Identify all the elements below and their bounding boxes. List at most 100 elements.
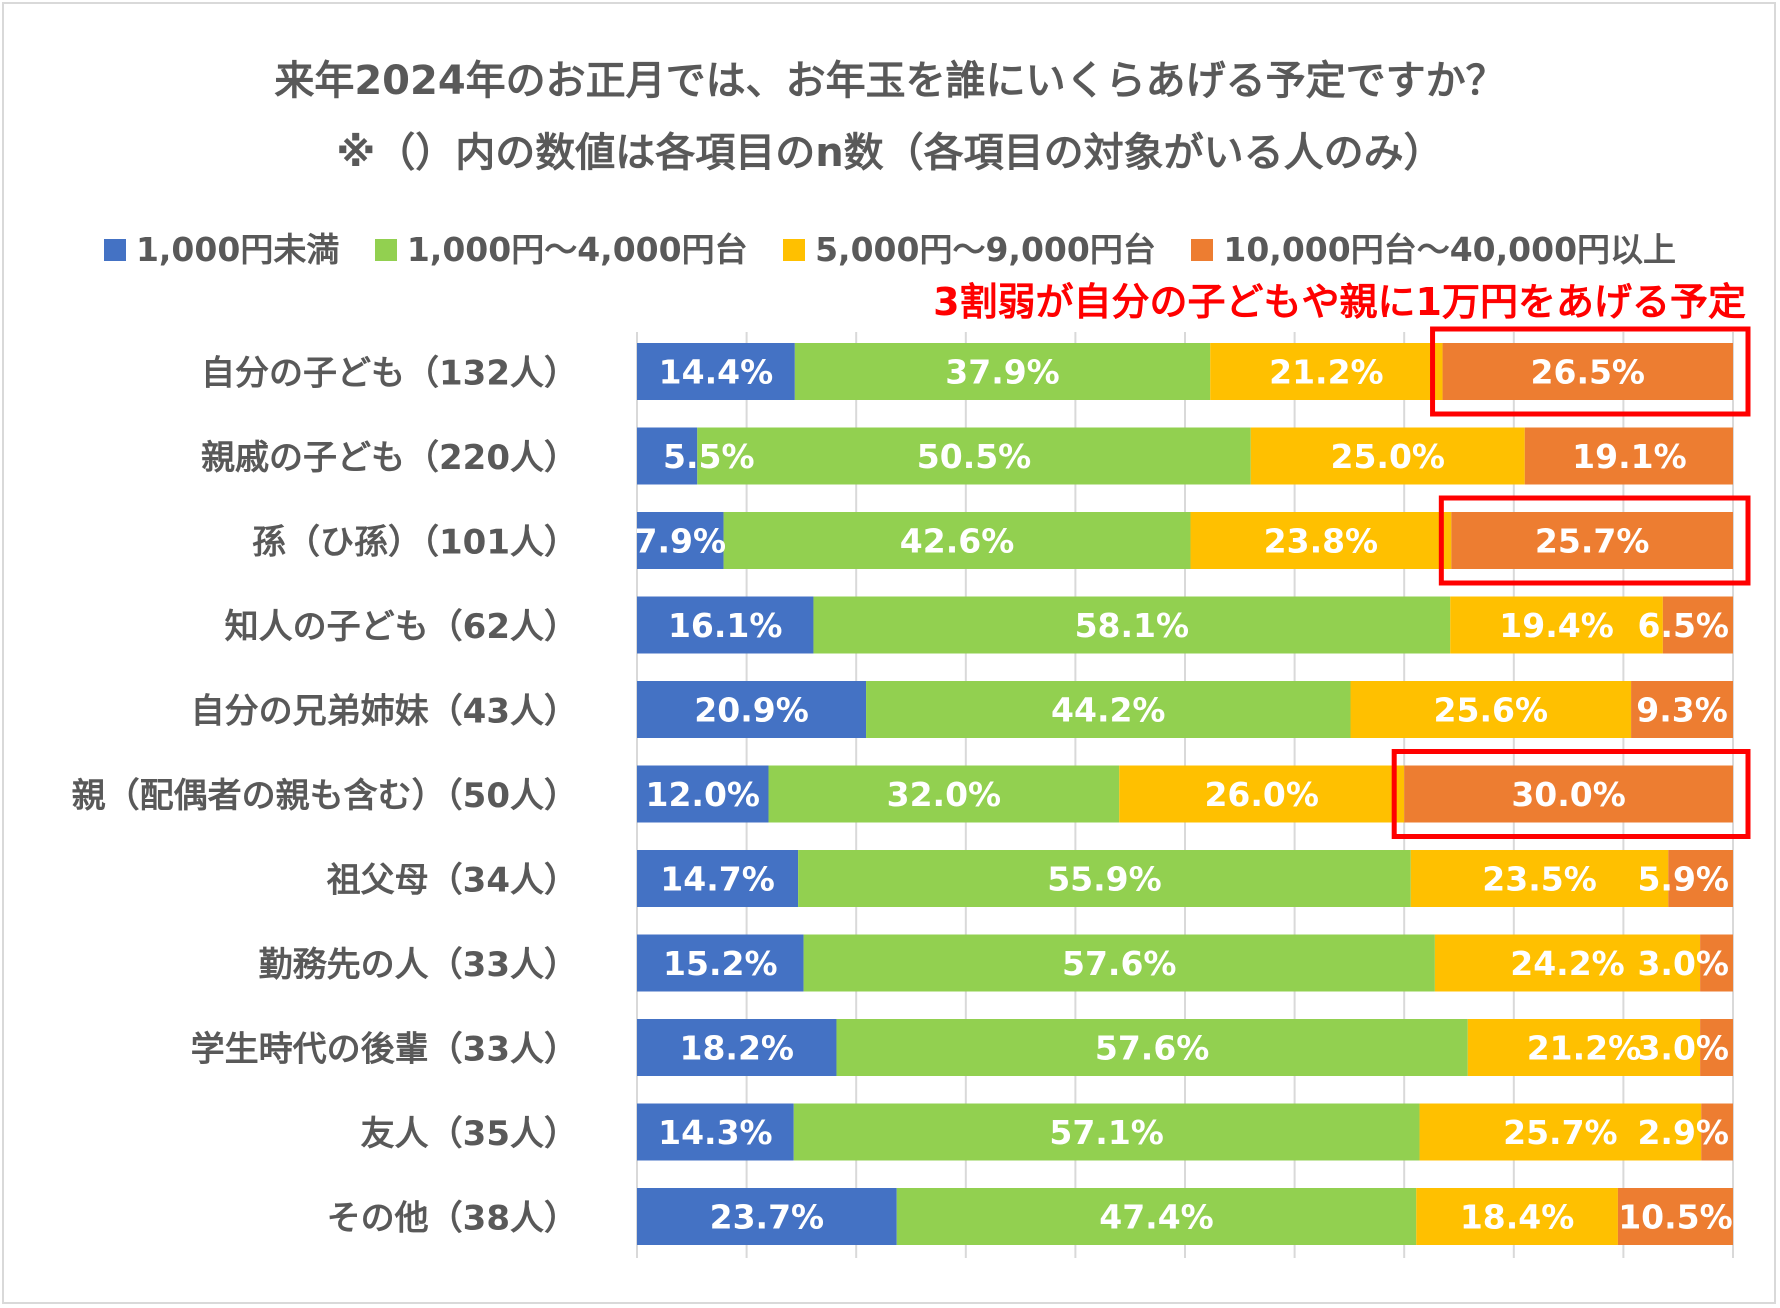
data-label: 20.9% xyxy=(694,691,809,730)
bar-segment xyxy=(1404,765,1733,823)
data-label: 5.9% xyxy=(1637,860,1729,899)
bar-segment xyxy=(1442,343,1733,400)
data-label: 6.5% xyxy=(1637,606,1729,645)
category-label: 勤務先の人（33人） xyxy=(259,945,578,985)
bar-segment xyxy=(768,765,1120,823)
category-label: 孫（ひ孫）（101人） xyxy=(252,523,578,563)
data-label: 57.6% xyxy=(1095,1029,1210,1068)
bar-segment xyxy=(836,1019,1468,1076)
data-label: 9.3% xyxy=(1636,691,1728,730)
data-label: 3.0% xyxy=(1637,1029,1729,1068)
data-label: 58.1% xyxy=(1075,606,1190,645)
bar-segment xyxy=(1450,596,1663,654)
bar-segment xyxy=(1701,1103,1733,1161)
bar-segment xyxy=(637,850,799,907)
data-label: 23.8% xyxy=(1264,522,1379,561)
data-label: 57.6% xyxy=(1062,944,1177,983)
bar-segment xyxy=(637,596,814,654)
bar-segment xyxy=(697,427,1251,485)
data-label: 32.0% xyxy=(887,775,1002,814)
data-label: 50.5% xyxy=(917,437,1032,476)
legend-label: 1,000円～4,000円台 xyxy=(406,230,748,269)
bar-segment xyxy=(1700,1019,1733,1076)
bar-segment xyxy=(637,512,724,569)
data-label: 26.0% xyxy=(1204,775,1319,814)
category-label: 親（配偶者の親も含む）（50人） xyxy=(72,776,578,816)
data-label: 18.4% xyxy=(1460,1198,1575,1237)
data-label: 55.9% xyxy=(1047,860,1162,899)
data-label: 47.4% xyxy=(1099,1198,1214,1237)
highlight-box xyxy=(1430,326,1751,417)
data-label: 10.5% xyxy=(1618,1198,1733,1237)
category-label: 自分の兄弟姉妹（43人） xyxy=(191,692,578,732)
legend-swatch-series-1 xyxy=(103,239,126,261)
data-label: 16.1% xyxy=(668,606,783,645)
data-label: 26.5% xyxy=(1531,353,1646,392)
bar-segment xyxy=(637,427,698,485)
data-label: 21.2% xyxy=(1269,353,1384,392)
data-label: 37.9% xyxy=(945,353,1060,392)
data-label: 5.5% xyxy=(663,437,755,476)
bar-segment xyxy=(637,681,867,738)
data-label: 19.1% xyxy=(1572,437,1687,476)
bar-segment xyxy=(1416,1188,1618,1245)
category-label: 学生時代の後輩（33人） xyxy=(191,1030,578,1070)
legend-label: 5,000円～9,000円台 xyxy=(815,230,1156,269)
bar-segment xyxy=(637,1103,794,1161)
bar-segment xyxy=(813,596,1451,654)
bar-segment xyxy=(1617,1188,1733,1245)
bar-segment xyxy=(1190,512,1452,569)
legend-item: 1,000円未満 xyxy=(103,223,339,271)
bar-segment xyxy=(1250,427,1525,485)
bar-segment xyxy=(1434,934,1701,992)
bar-segment xyxy=(798,850,1411,907)
data-label: 14.7% xyxy=(660,860,775,899)
bar-segment xyxy=(1631,681,1733,738)
data-label: 3.0% xyxy=(1637,944,1729,983)
data-label: 24.2% xyxy=(1510,944,1625,983)
data-label: 19.4% xyxy=(1499,606,1614,645)
bar-segment xyxy=(793,1103,1420,1161)
bar-segment xyxy=(637,343,795,400)
highlight-box xyxy=(1438,495,1751,586)
category-label: その他（38人） xyxy=(327,1199,578,1239)
bar-segment xyxy=(1524,427,1733,485)
bar-segment xyxy=(637,1019,837,1076)
data-label: 7.9% xyxy=(635,522,727,561)
legend-label: 10,000円台～40,000円以上 xyxy=(1223,230,1677,269)
category-label: 自分の子ども（132人） xyxy=(201,354,578,394)
chart-subtitle: ※（）内の数値は各項目のn数（各項目の対象がいる人のみ） xyxy=(336,130,1444,176)
bar-segment xyxy=(1410,850,1669,907)
bar-segment xyxy=(1700,934,1733,992)
bar-segment xyxy=(896,1188,1417,1245)
bar-segment xyxy=(637,765,769,823)
bar-segment xyxy=(1662,596,1733,654)
data-label: 25.0% xyxy=(1331,437,1446,476)
highlight-annotation: 3割弱が自分の子どもや親に1万円をあげる予定 xyxy=(933,280,1746,324)
data-label: 23.7% xyxy=(710,1198,825,1237)
legend-swatch-series-4 xyxy=(1191,239,1214,261)
legend: 1,000円未満 1,000円～4,000円台 5,000円～9,000円台 1… xyxy=(0,223,1780,271)
bar-segment xyxy=(1350,681,1632,738)
data-label: 2.9% xyxy=(1637,1113,1729,1152)
bar-segment xyxy=(794,343,1211,400)
bar-segment xyxy=(1119,765,1405,823)
legend-item: 1,000円～4,000円台 xyxy=(374,223,748,271)
data-label: 57.1% xyxy=(1049,1113,1164,1152)
bar-segment xyxy=(803,934,1435,992)
data-label: 42.6% xyxy=(900,522,1015,561)
bar-segment xyxy=(1467,1019,1701,1076)
data-label: 14.4% xyxy=(659,353,774,392)
legend-item: 5,000円～9,000円台 xyxy=(783,223,1156,271)
chart-title: 来年2024年のお正月では、お年玉を誰にいくらあげる予定ですか？ xyxy=(274,58,1506,104)
bar-segment xyxy=(1668,850,1733,907)
legend-swatch-series-3 xyxy=(783,239,806,261)
data-label: 18.2% xyxy=(679,1029,794,1068)
bar-segment xyxy=(637,1188,897,1245)
category-label: 友人（35人） xyxy=(361,1114,578,1154)
data-label: 25.7% xyxy=(1503,1113,1618,1152)
highlight-box xyxy=(1391,749,1751,839)
bar-segment xyxy=(723,512,1191,569)
data-label: 25.6% xyxy=(1434,691,1549,730)
